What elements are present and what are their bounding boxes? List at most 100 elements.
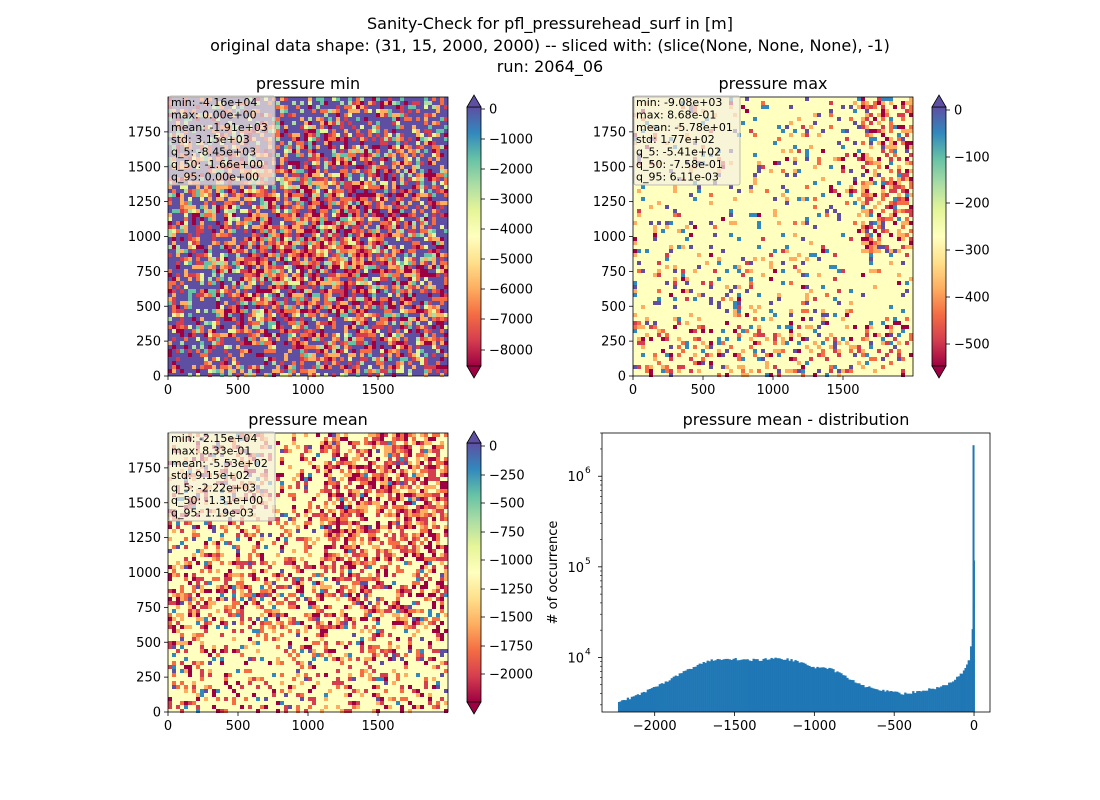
heatmap-cell [793, 157, 797, 161]
heatmap-cell [444, 125, 448, 129]
heatmap-cell [360, 477, 364, 481]
heatmap-cell [881, 321, 885, 325]
heatmap-cell [348, 493, 352, 497]
heatmap-cell [332, 333, 336, 337]
heatmap-cell [420, 217, 424, 221]
heatmap-cell [777, 373, 781, 377]
heatmap-cell [420, 181, 424, 185]
heatmap-cell [909, 105, 913, 109]
heatmap-cell [292, 225, 296, 229]
heatmap-cell [212, 321, 216, 325]
heatmap-cell [304, 313, 308, 317]
heatmap-cell [324, 445, 328, 449]
heatmap-cell [733, 329, 737, 333]
heatmap-cell [348, 469, 352, 473]
heatmap-cell [877, 157, 881, 161]
heatmap-cell [308, 265, 312, 269]
heatmap-cell [276, 209, 280, 213]
heatmap-cell [368, 177, 372, 181]
heatmap-cell [388, 137, 392, 141]
heatmap-cell [188, 349, 192, 353]
heatmap-cell [304, 357, 308, 361]
heatmap-cell [364, 517, 368, 521]
heatmap-cell [797, 253, 801, 257]
heatmap-cell [781, 193, 785, 197]
heatmap-cell [280, 485, 284, 489]
heatmap-cell [284, 357, 288, 361]
heatmap-cell [444, 277, 448, 281]
heatmap-cell [785, 173, 789, 177]
heatmap-cell [388, 341, 392, 345]
heatmap-cell [316, 161, 320, 165]
heatmap-cell [400, 301, 404, 305]
heatmap-cell [268, 269, 272, 273]
heatmap-cell [324, 161, 328, 165]
heatmap-cell [837, 141, 841, 145]
heatmap-cell [432, 265, 436, 269]
heatmap-cell [905, 145, 909, 149]
heatmap-cell [773, 197, 777, 201]
heatmap-cell [220, 305, 224, 309]
heatmap-cell [212, 273, 216, 277]
heatmap-cell [412, 493, 416, 497]
heatmap-cell [404, 313, 408, 317]
heatmap-cell [276, 205, 280, 209]
heatmap-cell [192, 213, 196, 217]
heatmap-cell [412, 193, 416, 197]
heatmap-cell [380, 465, 384, 469]
heatmap-cell [689, 233, 693, 237]
heatmap-cell [757, 225, 761, 229]
heatmap-cell [372, 333, 376, 337]
heatmap-cell [212, 337, 216, 341]
heatmap-cell [296, 281, 300, 285]
heatmap-cell [408, 221, 412, 225]
heatmap-cell [761, 349, 765, 353]
heatmap-cell [268, 297, 272, 301]
heatmap-cell [416, 353, 420, 357]
heatmap-cell [404, 481, 408, 485]
heatmap-cell [192, 345, 196, 349]
heatmap-cell [324, 133, 328, 137]
heatmap-cell [865, 129, 869, 133]
heatmap-cell [296, 265, 300, 269]
heatmap-cell [865, 337, 869, 341]
heatmap-cell [372, 445, 376, 449]
heatmap-cell [432, 457, 436, 461]
heatmap-cell [276, 281, 280, 285]
colorbar-tick-label: −1000 [489, 133, 533, 148]
heatmap-cell [380, 493, 384, 497]
heatmap-cell [340, 373, 344, 377]
heatmap-cell [356, 209, 360, 213]
heatmap-cell [292, 441, 296, 445]
heatmap-cell [352, 221, 356, 225]
heatmap-cell [292, 317, 296, 321]
heatmap-cell [685, 277, 689, 281]
heatmap-cell [388, 305, 392, 309]
heatmap-cell [364, 197, 368, 201]
heatmap-cell [408, 265, 412, 269]
heatmap-cell [400, 281, 404, 285]
heatmap-cell [320, 213, 324, 217]
heatmap-cell [408, 517, 412, 521]
heatmap-cell [709, 193, 713, 197]
heatmap-cell [364, 509, 368, 513]
heatmap-cell [725, 349, 729, 353]
heatmap-cell [865, 237, 869, 241]
heatmap-cell [264, 261, 268, 265]
heatmap-cell [424, 277, 428, 281]
heatmap-cell [741, 357, 745, 361]
heatmap-cell [320, 209, 324, 213]
heatmap-cell [392, 305, 396, 309]
heatmap-cell [813, 181, 817, 185]
heatmap-cell [384, 453, 388, 457]
heatmap-cell [400, 433, 404, 437]
heatmap-cell [324, 121, 328, 125]
heatmap-cell [404, 477, 408, 481]
heatmap-cell [384, 249, 388, 253]
heatmap-cell [392, 445, 396, 449]
heatmap-cell [328, 345, 332, 349]
heatmap-cell [877, 225, 881, 229]
heatmap-cell [753, 349, 757, 353]
heatmap-cell [272, 233, 276, 237]
